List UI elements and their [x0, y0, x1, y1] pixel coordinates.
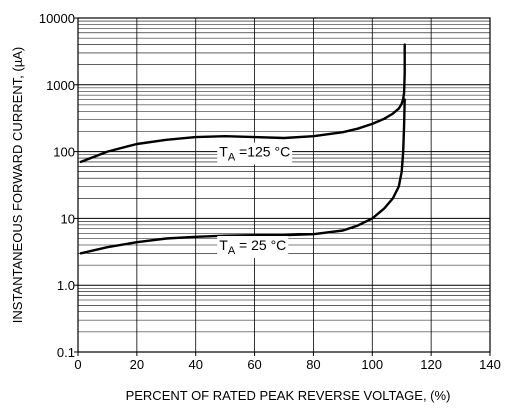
- y-tick-label: 100: [53, 145, 75, 160]
- annotation-t25: TA = 25 °C: [217, 235, 289, 258]
- x-axis-title: PERCENT OF RATED PEAK REVERSE VOLTAGE, (…: [126, 388, 451, 403]
- plot-frame: [77, 17, 491, 353]
- x-tick-label: 140: [479, 357, 501, 372]
- curves: [79, 43, 406, 255]
- x-tick-label: 100: [361, 357, 383, 372]
- y-axis-ticks: 0.1 1.0 10 100 1000 10000: [39, 11, 78, 360]
- x-tick-label: 120: [420, 357, 442, 372]
- annotations: TA =125 °C TA = 25 °C: [217, 142, 293, 258]
- y-tick-label: 1000: [46, 78, 75, 93]
- annotation-background: [217, 235, 289, 258]
- series-line-1: [79, 98, 406, 255]
- series-line-0: [79, 43, 406, 164]
- x-tick-label: 20: [130, 357, 144, 372]
- grid: [78, 18, 490, 352]
- annotation-t125: TA =125 °C: [217, 142, 293, 165]
- x-tick-label: 80: [306, 357, 320, 372]
- y-tick-label: 10: [61, 211, 75, 226]
- y-tick-label: 0.1: [57, 345, 75, 360]
- annotation-label: TA = 25 °C: [219, 237, 286, 257]
- annotation-background: [217, 142, 293, 165]
- x-tick-label: 60: [247, 357, 261, 372]
- annotation-label: TA =125 °C: [219, 144, 290, 164]
- x-tick-label: 40: [188, 357, 202, 372]
- x-axis-ticks: 0 20 40 60 80 100 120 140: [74, 352, 501, 372]
- y-tick-label: 1.0: [57, 278, 75, 293]
- y-tick-label: 10000: [39, 11, 75, 26]
- x-tick-label: 0: [74, 357, 81, 372]
- y-axis-title: INSTANTANEOUS FORWARD CURRENT, (µA): [10, 47, 25, 323]
